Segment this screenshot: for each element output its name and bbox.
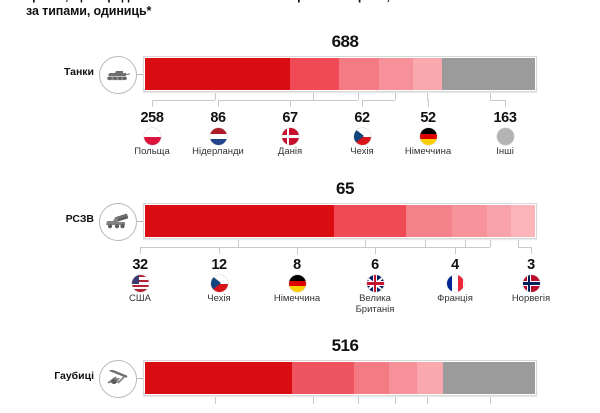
leader-lines xyxy=(0,93,600,109)
stacked-bar-0 xyxy=(143,56,537,92)
row-label-0: Танки xyxy=(63,66,94,78)
bar-segment-1 xyxy=(334,205,406,237)
country-name: Велика Британія xyxy=(355,293,395,315)
flag-icon-germany xyxy=(419,128,437,145)
bar-segment-3 xyxy=(452,205,488,237)
flag-icon-uk xyxy=(366,275,384,292)
bar-segment-2 xyxy=(339,58,379,90)
flag-icon-denmark xyxy=(281,128,299,145)
row-label-wrap: Танки xyxy=(32,66,94,84)
country-block-3: 6 Велика Британія xyxy=(327,257,423,315)
country-value: 258 xyxy=(140,110,164,126)
row-label-1: РСЗВ xyxy=(65,213,94,225)
row-total-1: 65 xyxy=(336,179,354,198)
stacked-bar-2 xyxy=(143,360,537,396)
row-total-0: 688 xyxy=(331,32,359,51)
country-name: Німеччина xyxy=(273,293,321,304)
country-name: Німеччина xyxy=(404,146,452,157)
country-value: 67 xyxy=(282,110,298,126)
leader-lines xyxy=(0,240,600,256)
bar-segment-5 xyxy=(442,58,535,90)
bar-segment-5 xyxy=(442,362,536,394)
country-block-4: 4 Франція xyxy=(407,257,503,305)
bar-segment-4 xyxy=(416,362,443,394)
country-block-3: 62 Чехія xyxy=(314,110,410,158)
bar-segment-4 xyxy=(487,205,512,237)
country-block-5: 3 Норвегія xyxy=(483,257,579,305)
flag-icon-norway xyxy=(522,275,540,292)
row-label-2: Гаубиці xyxy=(54,370,94,382)
row-total-2: 516 xyxy=(331,336,359,355)
country-value: 163 xyxy=(493,110,517,126)
country-name: Данія xyxy=(277,146,303,157)
country-value: 62 xyxy=(354,110,370,126)
bar-segment-4 xyxy=(412,58,443,90)
bar-segments xyxy=(145,58,535,90)
icon-connector-line xyxy=(136,378,148,379)
country-name: Франція xyxy=(437,293,473,304)
stacked-bar-1 xyxy=(143,203,537,239)
flag-icon-germany xyxy=(288,275,306,292)
flag-icon-other xyxy=(496,128,514,145)
bar-segment-3 xyxy=(388,362,417,394)
country-block-0: 32 США xyxy=(92,257,188,305)
country-block-4: 52 Німеччина xyxy=(380,110,476,158)
country-value: 8 xyxy=(293,257,301,273)
country-name: Інші xyxy=(496,146,514,157)
country-name: Польща xyxy=(134,146,170,157)
bar-segment-0 xyxy=(145,362,293,394)
country-value: 6 xyxy=(371,257,379,273)
page-title: країни, що передали найбільше важкого оз… xyxy=(26,0,566,19)
country-value: 3 xyxy=(527,257,535,273)
country-block-1: 86 Нідерланди xyxy=(170,110,266,158)
row-label-wrap: Гаубиці xyxy=(32,370,94,388)
bar-segment-2 xyxy=(405,205,453,237)
country-value: 4 xyxy=(451,257,459,273)
country-block-2: 67 Данія xyxy=(242,110,338,158)
icon-connector-line xyxy=(136,74,148,75)
country-value: 32 xyxy=(132,257,148,273)
country-block-5: 163 Інші xyxy=(457,110,553,158)
bar-segment-5 xyxy=(511,205,535,237)
leader-lines xyxy=(0,397,600,413)
bar-segment-2 xyxy=(353,362,389,394)
country-name: Чехія xyxy=(350,146,374,157)
tank-icon xyxy=(99,56,137,94)
icon-connector-line xyxy=(136,221,148,222)
country-name: Нідерланди xyxy=(192,146,244,157)
flag-icon-usa xyxy=(131,275,149,292)
country-name: Чехія xyxy=(207,293,231,304)
title-line-1: країни, що передали найбільше важкого оз… xyxy=(26,0,566,4)
howitzer-icon xyxy=(99,360,137,398)
bar-segment-1 xyxy=(290,58,339,90)
bar-segment-0 xyxy=(145,58,291,90)
country-value: 86 xyxy=(210,110,226,126)
row-label-wrap: РСЗВ xyxy=(32,213,94,231)
bar-segment-1 xyxy=(292,362,354,394)
country-block-1: 12 Чехія xyxy=(171,257,267,305)
bar-segment-0 xyxy=(145,205,335,237)
country-value: 12 xyxy=(211,257,227,273)
flag-icon-france xyxy=(446,275,464,292)
flag-icon-czechia xyxy=(353,128,371,145)
bar-segment-3 xyxy=(378,58,413,90)
bar-segments xyxy=(145,205,535,237)
country-block-0: 258 Польща xyxy=(104,110,200,158)
flag-icon-czechia xyxy=(210,275,228,292)
country-name: США xyxy=(129,293,151,304)
flag-icon-poland xyxy=(143,128,161,145)
mlrs-icon xyxy=(99,203,137,241)
title-line-2: за типами, одиниць* xyxy=(26,4,152,18)
bar-segments xyxy=(145,362,536,394)
country-block-2: 8 Німеччина xyxy=(249,257,345,305)
flag-icon-netherlands xyxy=(209,128,227,145)
country-name: Норвегія xyxy=(511,293,551,304)
country-value: 52 xyxy=(420,110,436,126)
